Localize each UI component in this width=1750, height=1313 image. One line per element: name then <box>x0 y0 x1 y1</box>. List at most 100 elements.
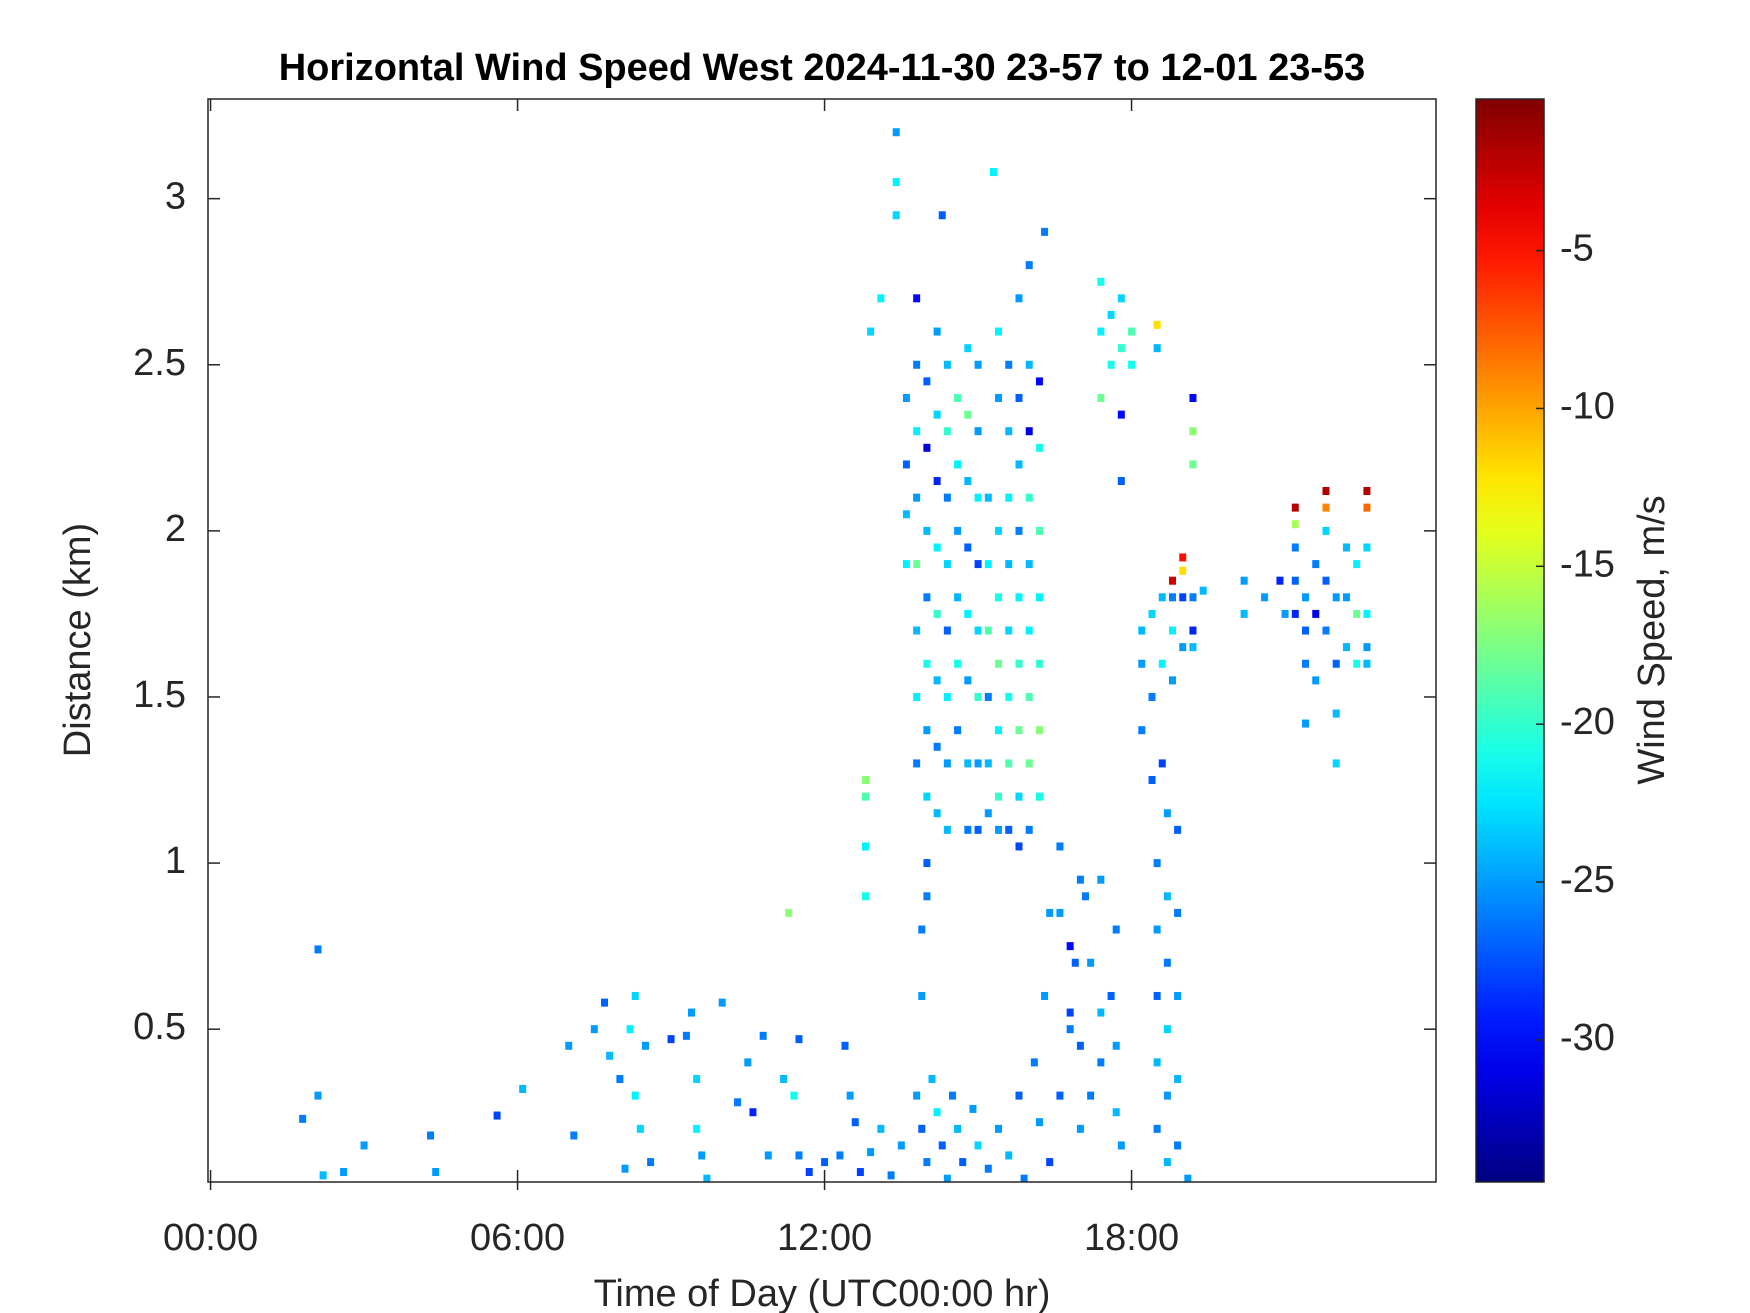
heatmap-cell <box>1189 427 1197 436</box>
heatmap-cell <box>1342 543 1350 552</box>
heatmap-cell <box>861 776 869 785</box>
heatmap-cell <box>1353 609 1361 618</box>
heatmap-cell <box>1163 1091 1171 1100</box>
heatmap-cell <box>995 327 1003 336</box>
heatmap-cell <box>1179 643 1187 652</box>
heatmap-cell <box>1015 842 1023 851</box>
heatmap-cell <box>1153 859 1161 868</box>
heatmap-cell <box>636 1124 644 1133</box>
heatmap-cell <box>928 1075 936 1084</box>
heatmap-cell <box>1322 526 1330 535</box>
heatmap-cell <box>923 377 931 386</box>
heatmap-cell <box>1005 360 1013 369</box>
colorbar <box>1475 98 1545 1183</box>
heatmap-cell <box>626 1025 634 1034</box>
heatmap-cell <box>1363 643 1371 652</box>
heatmap-cell <box>892 178 900 187</box>
heatmap-cell <box>1291 609 1299 618</box>
colorbar-tick-label: -25 <box>1560 859 1615 901</box>
heatmap-cell <box>1025 261 1033 270</box>
heatmap-cell <box>933 477 941 486</box>
heatmap-cell <box>606 1051 614 1060</box>
heatmap-cell <box>601 998 609 1007</box>
heatmap-cell <box>1240 576 1248 585</box>
heatmap-cell <box>923 792 931 801</box>
heatmap-cell <box>299 1114 307 1123</box>
heatmap-cell <box>314 945 322 954</box>
heatmap-cell <box>1363 659 1371 668</box>
heatmap-cell <box>923 1158 931 1167</box>
heatmap-cell <box>964 477 972 486</box>
heatmap-cells <box>299 128 1371 1182</box>
heatmap-cell <box>923 593 931 602</box>
heatmap-cell <box>974 360 982 369</box>
heatmap-cell <box>1322 576 1330 585</box>
heatmap-cell <box>1174 908 1182 917</box>
heatmap-cell <box>1015 526 1023 535</box>
heatmap-cell <box>867 1148 875 1157</box>
heatmap-cell <box>995 593 1003 602</box>
heatmap-cell <box>764 1151 772 1160</box>
heatmap-cell <box>1025 560 1033 569</box>
heatmap-cell <box>1005 427 1013 436</box>
heatmap-cell <box>1332 659 1340 668</box>
heatmap-cell <box>1153 320 1161 329</box>
heatmap-cell <box>913 493 921 502</box>
heatmap-cell <box>995 526 1003 535</box>
heatmap-cell <box>795 1035 803 1044</box>
heatmap-cell <box>984 809 992 818</box>
heatmap-cell <box>974 493 982 502</box>
heatmap-cell <box>1163 809 1171 818</box>
heatmap-cell <box>923 892 931 901</box>
heatmap-cell <box>698 1151 706 1160</box>
heatmap-cell <box>1066 1008 1074 1017</box>
heatmap-cell <box>1112 1108 1120 1117</box>
heatmap-cell <box>923 659 931 668</box>
heatmap-cell <box>1312 676 1320 685</box>
heatmap-cell <box>964 543 972 552</box>
heatmap-cell <box>682 1031 690 1040</box>
heatmap-cell <box>1087 958 1095 967</box>
heatmap-cell <box>964 759 972 768</box>
heatmap-cell <box>1179 553 1187 562</box>
heatmap-cell <box>641 1041 649 1050</box>
heatmap-cell <box>1035 659 1043 668</box>
colorbar-tick-label: -10 <box>1560 385 1615 427</box>
heatmap-cell <box>964 676 972 685</box>
heatmap-cell <box>1035 377 1043 386</box>
heatmap-cell <box>1363 487 1371 496</box>
heatmap-cell <box>954 526 962 535</box>
heatmap-cell <box>938 211 946 220</box>
heatmap-cell <box>902 510 910 519</box>
heatmap-cell <box>913 626 921 635</box>
heatmap-cell <box>1015 460 1023 469</box>
heatmap-cell <box>432 1168 440 1177</box>
heatmap-cell <box>1174 991 1182 1000</box>
heatmap-cell <box>780 1075 788 1084</box>
x-tick-label: 00:00 <box>163 1217 258 1259</box>
heatmap-cell <box>913 1091 921 1100</box>
heatmap-cell <box>1184 1174 1192 1182</box>
heatmap-cell <box>1153 991 1161 1000</box>
heatmap-cell <box>647 1158 655 1167</box>
heatmap-cell <box>1179 593 1187 602</box>
heatmap-cell <box>1163 1025 1171 1034</box>
heatmap-cell <box>1015 593 1023 602</box>
heatmap-cell <box>984 759 992 768</box>
heatmap-cell <box>1107 991 1115 1000</box>
heatmap-cell <box>995 659 1003 668</box>
heatmap-cell <box>913 427 921 436</box>
heatmap-cell <box>877 294 885 303</box>
heatmap-cell <box>1128 327 1136 336</box>
heatmap-cell <box>1015 1091 1023 1100</box>
heatmap-cell <box>861 892 869 901</box>
heatmap-cell <box>590 1025 598 1034</box>
colorbar-tick-label: -30 <box>1560 1017 1615 1059</box>
heatmap-cell <box>964 609 972 618</box>
heatmap-cell <box>1005 825 1013 834</box>
heatmap-cell <box>877 1124 885 1133</box>
heatmap-cell <box>989 168 997 177</box>
heatmap-cell <box>1005 692 1013 701</box>
heatmap-cell <box>1035 1118 1043 1127</box>
heatmap-cell <box>1168 676 1176 685</box>
